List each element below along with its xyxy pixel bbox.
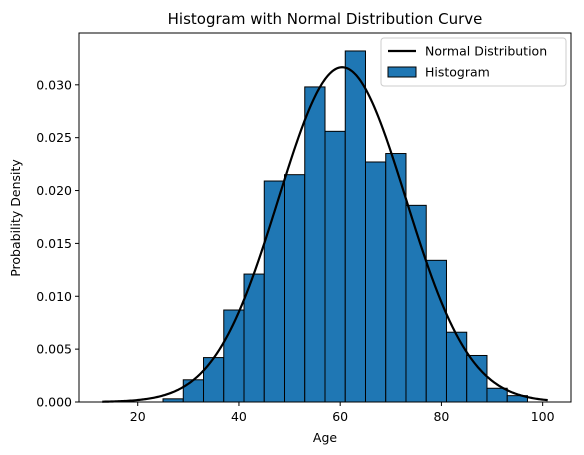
- x-tick-label: 40: [231, 409, 247, 424]
- histogram-bar: [466, 354, 488, 403]
- legend-label-histogram: Histogram: [425, 65, 490, 80]
- histogram-bar: [284, 174, 306, 403]
- histogram-bar: [324, 130, 346, 403]
- x-tick-label: 80: [433, 409, 449, 424]
- histogram-bar: [445, 331, 468, 403]
- legend-label-normal: Normal Distribution: [425, 44, 547, 59]
- legend-swatch-bar: [387, 66, 417, 78]
- x-tick-label: 100: [531, 409, 555, 424]
- x-tick-label: 20: [130, 409, 146, 424]
- x-axis: 20 40 60 80 100: [130, 402, 555, 424]
- x-tick-label: 60: [332, 409, 348, 424]
- histogram-bar: [344, 50, 366, 403]
- chart-title: Histogram with Normal Distribution Curve: [168, 10, 483, 28]
- y-axis-label: Probability Density: [8, 159, 23, 277]
- x-axis-label: Age: [313, 430, 337, 445]
- y-tick-label: 0.000: [36, 395, 72, 410]
- y-axis: 0.000 0.005 0.010 0.015 0.020 0.025 0.030: [36, 77, 79, 410]
- y-tick-label: 0.005: [36, 342, 72, 357]
- histogram-bar: [486, 387, 508, 403]
- axes-frame: [78, 32, 572, 403]
- histogram-bar: [364, 161, 387, 403]
- y-tick-label: 0.030: [36, 77, 72, 92]
- y-tick-label: 0.015: [36, 236, 72, 251]
- y-tick-label: 0.025: [36, 130, 72, 145]
- y-tick-label: 0.010: [36, 289, 72, 304]
- legend: Normal Distribution Histogram: [380, 37, 567, 87]
- histogram-bar: [203, 357, 225, 403]
- histogram-bar: [405, 204, 427, 403]
- histogram-bar: [182, 379, 205, 403]
- legend-box: [380, 37, 567, 87]
- histogram-bar: [425, 259, 447, 403]
- plot-area: [78, 32, 572, 403]
- normal-curve-line: [102, 66, 548, 403]
- histogram-bar: [304, 86, 326, 403]
- y-tick-label: 0.020: [36, 183, 72, 198]
